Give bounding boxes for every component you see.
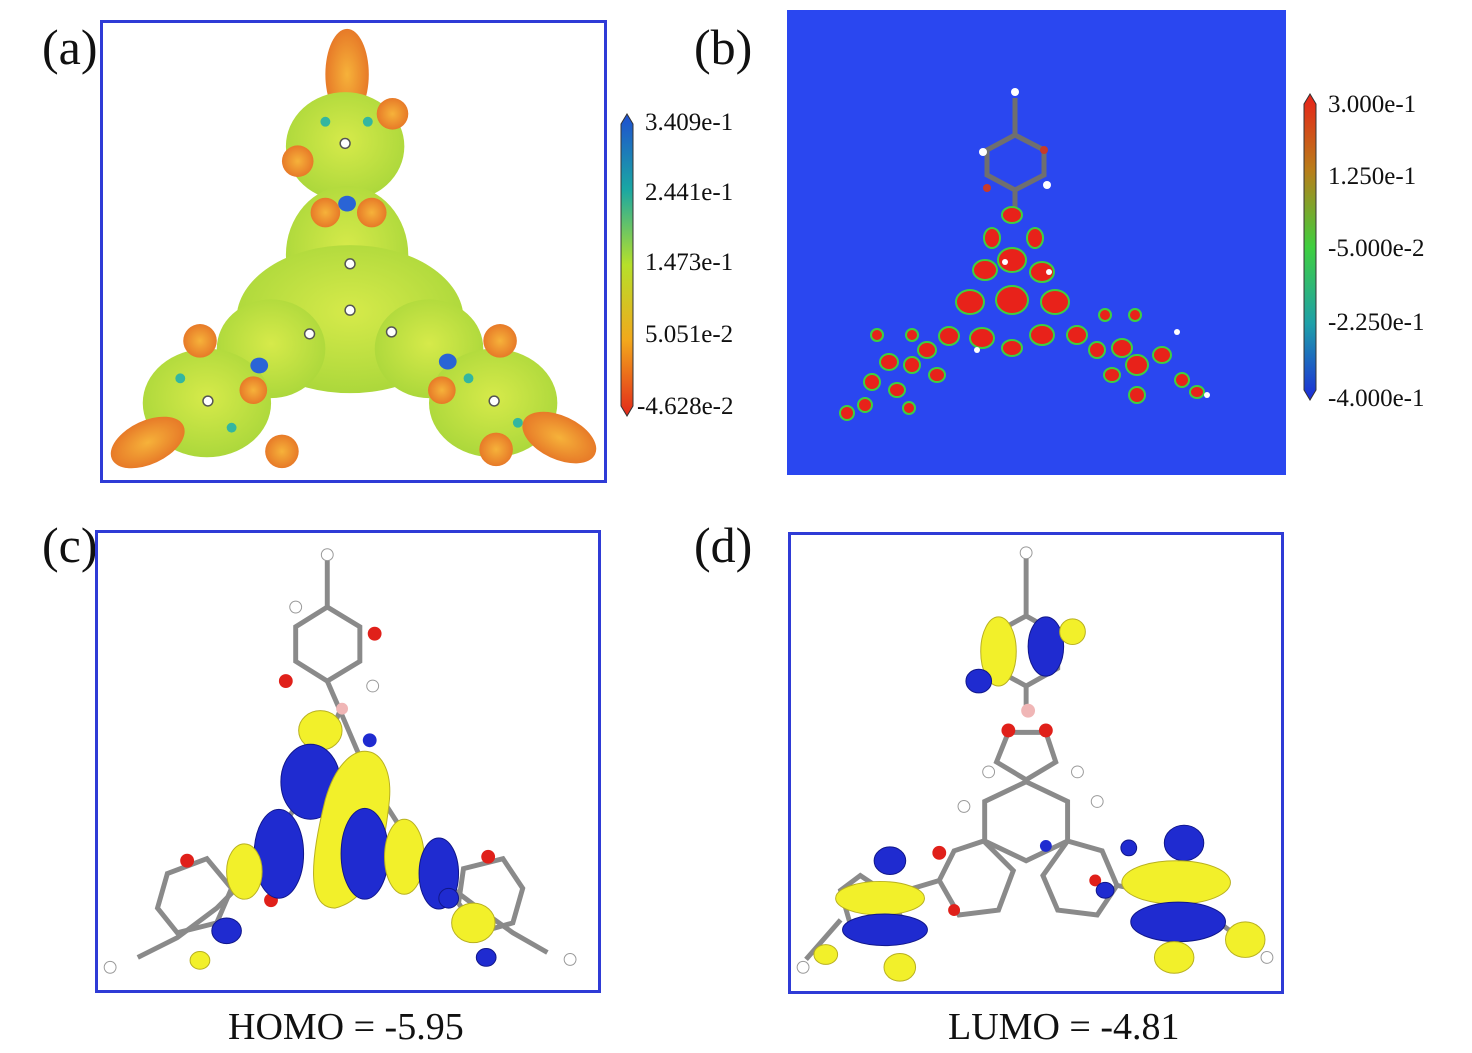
lumo-orbital-svg	[796, 546, 1274, 982]
colorbar-b-tick-0: 3.000e-1	[1328, 91, 1417, 118]
panel-label-d: (d)	[694, 517, 753, 573]
colorbar-b-tick-1: 1.250e-1	[1328, 163, 1417, 190]
panel-label-b: (b)	[694, 19, 753, 75]
colorbar-a-tick-0: 3.409e-1	[645, 109, 734, 136]
panel-d-lumo-orbital	[788, 532, 1284, 994]
lumo-lobes	[813, 616, 1266, 982]
panel-label-c: (c)	[42, 517, 98, 573]
esp-molecule-surface	[110, 28, 597, 469]
lumo-caption: LUMO = -4.81	[948, 1006, 1180, 1048]
colorbar-b-tick-2: -5.000e-2	[1328, 235, 1425, 262]
density-blobs	[839, 206, 1205, 421]
lumo-atoms	[796, 546, 1274, 974]
esp-surface-body	[110, 28, 597, 469]
colorbar-a-tick-1: 2.441e-1	[645, 179, 734, 206]
homo-lobes	[189, 710, 497, 970]
homo-orbital-svg	[103, 548, 577, 974]
contour-map-svg	[787, 10, 1286, 475]
panel-b-contour-map	[787, 10, 1286, 475]
colorbar-a: 3.409e-1 2.441e-1 1.473e-1 5.051e-2 -4.6…	[615, 110, 775, 430]
colorbar-a-tick-2: 1.473e-1	[645, 249, 734, 276]
colorbar-b: 3.000e-1 1.250e-1 -5.000e-2 -2.250e-1 -4…	[1298, 90, 1472, 415]
panel-label-a: (a)	[42, 19, 98, 75]
colorbar-a-tick-4: -4.628e-2	[637, 393, 734, 420]
colorbar-a-tick-3: 5.051e-2	[645, 321, 734, 348]
homo-atoms	[103, 548, 577, 974]
panel-a-esp-map	[100, 20, 607, 483]
colorbar-b-tick-3: -2.250e-1	[1328, 309, 1425, 336]
colorbar-b-tick-4: -4.000e-1	[1328, 385, 1425, 412]
panel-c-homo-orbital	[95, 530, 601, 993]
homo-caption: HOMO = -5.95	[228, 1006, 464, 1048]
